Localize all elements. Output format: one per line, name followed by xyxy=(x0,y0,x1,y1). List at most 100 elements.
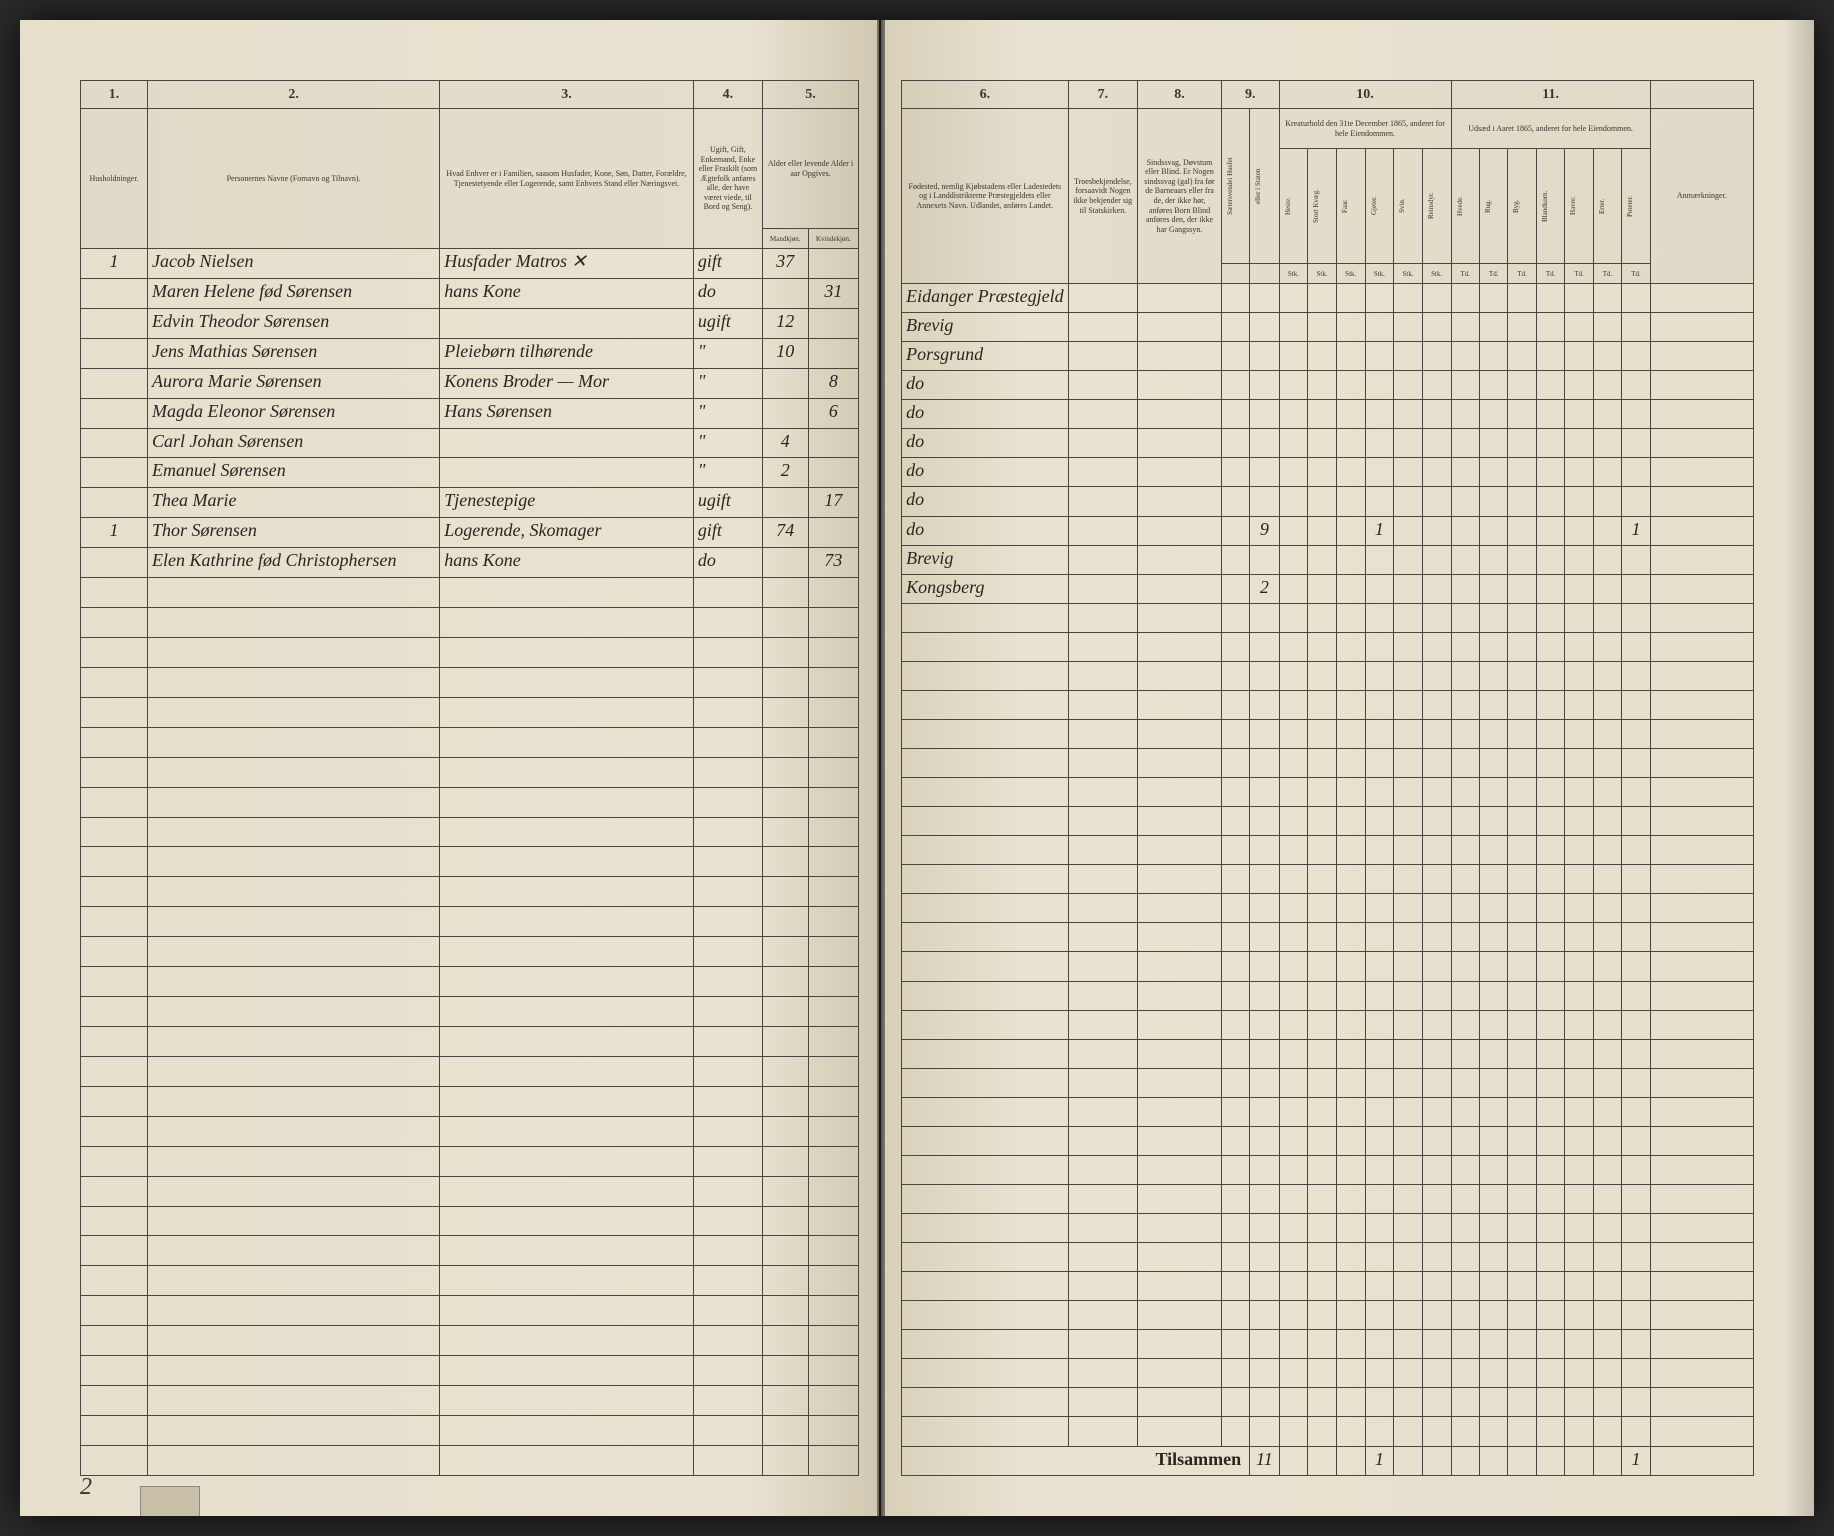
empty-row xyxy=(81,1386,859,1416)
totals-label: Tilsammen xyxy=(902,1446,1250,1476)
cell-role: Husfader Matros ✕ xyxy=(440,249,694,279)
cell xyxy=(1336,371,1365,400)
cell xyxy=(1308,545,1337,574)
cell xyxy=(1650,400,1753,429)
cell xyxy=(1336,574,1365,603)
cell-hh: 1 xyxy=(81,249,148,279)
cell xyxy=(1508,429,1536,458)
cell xyxy=(1394,458,1423,487)
column-number-row-right: 6. 7. 8. 9. 10. 11. xyxy=(902,81,1754,109)
table-row: Jens Mathias SørensenPleiebørn tilhørend… xyxy=(81,338,859,368)
header-husholdninger: Husholdninger. xyxy=(81,109,148,249)
cell xyxy=(1365,458,1394,487)
cell xyxy=(1138,371,1222,400)
cell-age_m: 4 xyxy=(762,428,808,458)
cell xyxy=(1279,429,1308,458)
empty-row xyxy=(902,749,1754,778)
empty-row xyxy=(902,661,1754,690)
cell xyxy=(1565,574,1593,603)
cell xyxy=(1422,342,1451,371)
cell: 9 xyxy=(1250,516,1279,545)
header-navne: Personernes Navne (Fornavn og Tilnavn). xyxy=(147,109,439,249)
cell xyxy=(1593,342,1621,371)
cell-role xyxy=(440,458,694,488)
cell-role xyxy=(440,428,694,458)
empty-row xyxy=(902,719,1754,748)
cell xyxy=(1068,545,1138,574)
cell xyxy=(1451,574,1479,603)
total-cell xyxy=(1279,1446,1308,1476)
cell-role: Hans Sørensen xyxy=(440,398,694,428)
empty-row xyxy=(81,997,859,1027)
cell xyxy=(1279,545,1308,574)
empty-row xyxy=(81,877,859,907)
empty-row xyxy=(81,787,859,817)
cell-role: Pleiebørn tilhørende xyxy=(440,338,694,368)
right-page: 6. 7. 8. 9. 10. 11. Fødested, nemlig Kjø… xyxy=(881,20,1814,1516)
cell xyxy=(1622,284,1650,313)
cell xyxy=(1138,458,1222,487)
cell xyxy=(1336,516,1365,545)
cell: do xyxy=(902,516,1068,545)
cell xyxy=(1536,371,1564,400)
empty-row xyxy=(902,1359,1754,1388)
cell xyxy=(1336,284,1365,313)
cell xyxy=(1394,284,1423,313)
cell xyxy=(1068,574,1138,603)
empty-row xyxy=(902,894,1754,923)
census-ledger-book: 1. 2. 3. 4. 5. Husholdninger. Personerne… xyxy=(20,20,1814,1516)
header-fodested: Fødested, nemlig Kjøbstadens eller Lades… xyxy=(902,109,1068,284)
cell xyxy=(1508,516,1536,545)
cell xyxy=(1365,342,1394,371)
empty-row xyxy=(902,865,1754,894)
subheader-mand: Mandkjøn. xyxy=(762,229,808,249)
col-num-remarks xyxy=(1650,81,1753,109)
cell xyxy=(1250,371,1279,400)
empty-row xyxy=(81,1176,859,1206)
cell-hh xyxy=(81,338,148,368)
cell xyxy=(1508,313,1536,342)
cell xyxy=(1593,545,1621,574)
cell-status: " xyxy=(693,458,762,488)
cell xyxy=(1279,284,1308,313)
cell-role: Konens Broder — Mor xyxy=(440,368,694,398)
cell xyxy=(1536,487,1564,516)
table-row: Eidanger Præstegjeld xyxy=(902,284,1754,313)
col-num-10: 10. xyxy=(1279,81,1451,109)
cell: 1 xyxy=(1365,516,1394,545)
sub-byg: Byg. xyxy=(1508,149,1536,264)
cell-role: Tjenestepige xyxy=(440,488,694,518)
unit-cell: Td. xyxy=(1565,264,1593,284)
cell-status: " xyxy=(693,398,762,428)
cell-status: do xyxy=(693,548,762,578)
empty-row xyxy=(81,1326,859,1356)
cell xyxy=(1536,313,1564,342)
empty-row xyxy=(81,1056,859,1086)
total-cell: 1 xyxy=(1365,1446,1394,1476)
cell xyxy=(1622,545,1650,574)
cell xyxy=(1451,545,1479,574)
cell-status: " xyxy=(693,428,762,458)
unit-cell: Td. xyxy=(1536,264,1564,284)
col-num-1: 1. xyxy=(81,81,148,109)
cell-name: Edvin Theodor Sørensen xyxy=(147,308,439,338)
cell xyxy=(1565,313,1593,342)
cell xyxy=(1394,371,1423,400)
cell xyxy=(1536,342,1564,371)
sub-gjeter: Gjeter. xyxy=(1365,149,1394,264)
table-row: do xyxy=(902,429,1754,458)
empty-row xyxy=(81,578,859,608)
cell-name: Emanuel Sørensen xyxy=(147,458,439,488)
cell-hh xyxy=(81,548,148,578)
cell-age_f xyxy=(808,308,859,338)
cell xyxy=(1221,545,1249,574)
cell xyxy=(1279,516,1308,545)
cell xyxy=(1394,574,1423,603)
total-cell xyxy=(1565,1446,1593,1476)
cell-status: ugift xyxy=(693,488,762,518)
cell: 2 xyxy=(1250,574,1279,603)
cell xyxy=(1479,400,1507,429)
cell xyxy=(1394,545,1423,574)
header-9a: Sætersvendei Husfet xyxy=(1221,109,1249,264)
cell-name: Maren Helene fød Sørensen xyxy=(147,278,439,308)
